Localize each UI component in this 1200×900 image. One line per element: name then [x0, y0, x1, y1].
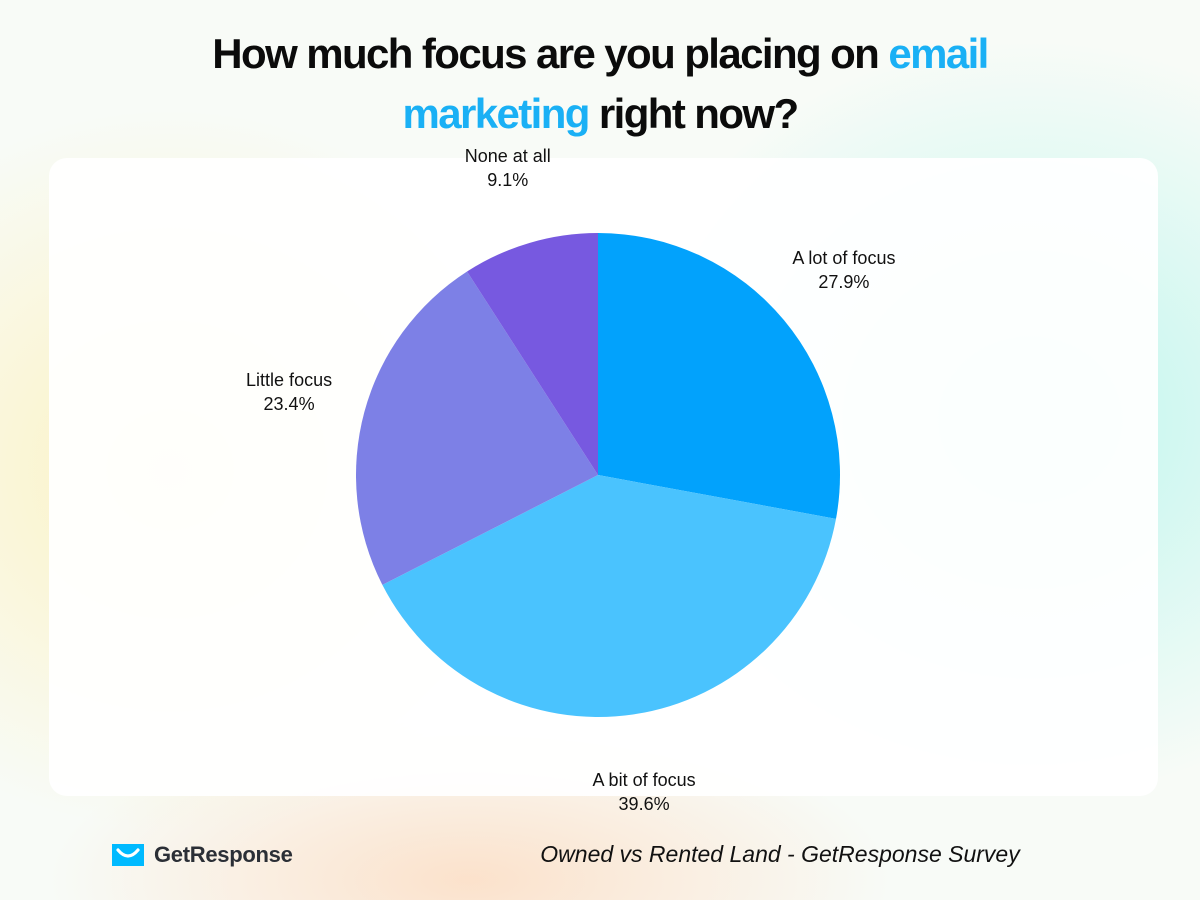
slice-value-text: 9.1% — [487, 170, 529, 190]
pie-chart — [356, 233, 840, 717]
slice-label-text: None at all — [464, 146, 551, 166]
title-part-2: right now? — [588, 90, 799, 137]
slice-label-text: A bit of focus — [592, 769, 696, 790]
chart-card: A lot of focus 27.9% A bit of focus 39.6% Li… — [49, 146, 1158, 814]
source-caption: Owned vs Rented Land - GetResponse Surve… — [540, 841, 1020, 867]
title-highlight-1: email — [888, 30, 989, 77]
chart-title: How much focus are you placing on email m… — [100, 24, 1100, 144]
pie-slice-none-at-all — [467, 233, 598, 475]
title-highlight-2: marketing — [402, 90, 590, 137]
pie-label-a-bit-of-focus: A bit of focus 39.6% — [593, 768, 696, 816]
slice-label-text: Little focus — [246, 369, 333, 390]
title-part-1: How much focus are you placing on — [212, 30, 889, 77]
slice-label-text: A lot of focus — [792, 248, 896, 269]
pie-slice-a-bit-of-focus — [382, 475, 836, 717]
slice-value-text: 39.6% — [618, 793, 670, 814]
logo-text: GetResponse — [154, 842, 293, 867]
slice-value-text: 23.4% — [263, 393, 315, 414]
pie-label-a-lot-of-focus: A lot of focus 27.9% — [792, 246, 895, 294]
pie-slice-little-focus — [356, 271, 598, 585]
pie-slice-a-lot-of-focus — [598, 233, 840, 519]
pie-label-little-focus: Little focus 23.4% — [246, 368, 332, 416]
envelope-smile-icon — [110, 842, 146, 868]
slice-value-text: 27.9% — [818, 272, 870, 293]
pie-label-none-at-all: None at all 9.1% — [465, 144, 551, 192]
getresponse-logo: GetResponse — [110, 838, 293, 872]
